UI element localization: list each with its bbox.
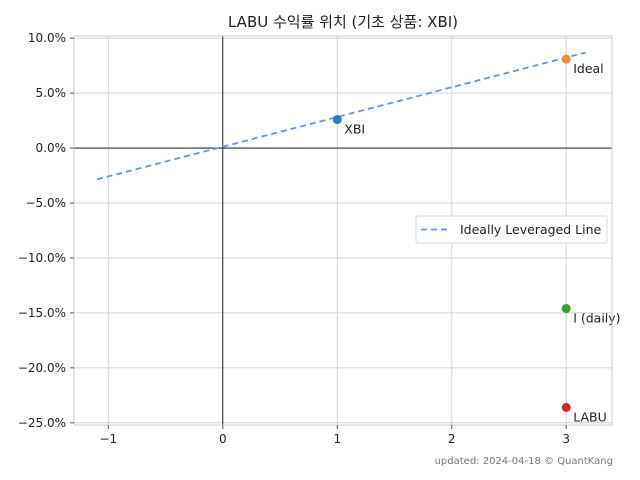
y-tick-label: −20.0%: [18, 361, 66, 375]
point-label-xbi: XBI: [344, 122, 365, 137]
legend-box: [415, 215, 608, 244]
y-tick-label: −5.0%: [25, 196, 66, 210]
legend: Ideally Leveraged Line: [415, 215, 608, 244]
y-tick-label: −10.0%: [18, 251, 66, 265]
point-labu: [561, 402, 571, 412]
point-i-daily: [561, 304, 571, 314]
x-tick-label: 0: [219, 432, 227, 446]
point-xbi: [332, 115, 342, 125]
point-label-ideal: Ideal: [573, 61, 603, 76]
x-axis-ticks: −1 0 1 2 3: [99, 425, 570, 446]
footer-note: updated: 2024-04-18 © QuantKang: [435, 456, 613, 467]
y-tick-label: 5.0%: [36, 86, 67, 100]
legend-label: Ideally Leveraged Line: [460, 222, 602, 237]
x-tick-label: 2: [448, 432, 456, 446]
data-points: XBI Ideal I (daily) LABU: [332, 54, 621, 424]
point-ideal: [561, 54, 571, 64]
y-tick-label: −25.0%: [18, 416, 66, 430]
y-tick-label: 0.0%: [36, 141, 67, 155]
x-tick-label: 3: [562, 432, 570, 446]
y-axis-ticks: 10.0% 5.0% 0.0% −5.0% −10.0% −15.0% −20.0% −25.…: [18, 31, 74, 430]
x-tick-label: −1: [99, 432, 117, 446]
y-tick-label: 10.0%: [28, 31, 66, 45]
point-label-i-daily: I (daily): [573, 311, 620, 326]
zero-axes: [74, 36, 612, 425]
chart-title: LABU 수익률 위치 (기초 상품: XBI): [228, 13, 458, 31]
point-label-labu: LABU: [573, 409, 607, 424]
y-tick-label: −15.0%: [18, 306, 66, 320]
plot-frame: [73, 35, 613, 426]
ideally-leveraged-line: [96, 51, 586, 181]
x-tick-label: 1: [333, 432, 341, 446]
ideally-leveraged-line-series: [96, 51, 586, 181]
